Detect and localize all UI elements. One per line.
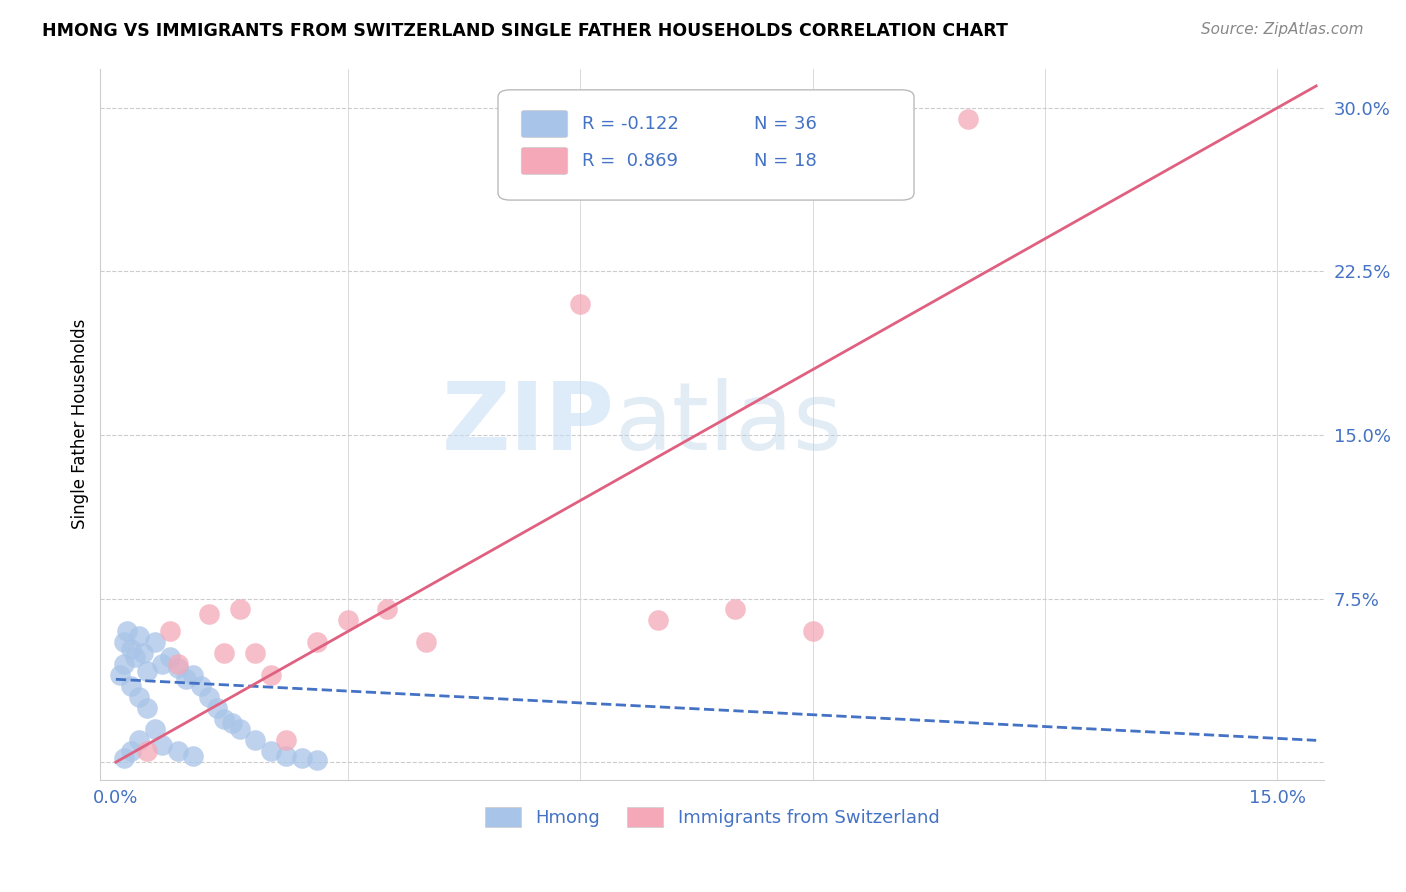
- Point: [181, 748, 204, 763]
- Point: [135, 700, 157, 714]
- Point: [212, 646, 235, 660]
- Text: ZIP: ZIP: [441, 378, 614, 470]
- Point: [166, 744, 188, 758]
- Point: [181, 668, 204, 682]
- Point: [143, 723, 166, 737]
- Point: [307, 753, 329, 767]
- Point: [159, 650, 181, 665]
- Point: [212, 712, 235, 726]
- Point: [245, 646, 267, 660]
- Point: [415, 635, 437, 649]
- Point: [112, 657, 135, 671]
- Point: [117, 624, 139, 639]
- Point: [260, 744, 283, 758]
- Text: HMONG VS IMMIGRANTS FROM SWITZERLAND SINGLE FATHER HOUSEHOLDS CORRELATION CHART: HMONG VS IMMIGRANTS FROM SWITZERLAND SIN…: [42, 22, 1008, 40]
- Point: [143, 635, 166, 649]
- Point: [245, 733, 267, 747]
- Point: [120, 679, 142, 693]
- Point: [307, 635, 329, 649]
- Point: [375, 602, 398, 616]
- Point: [120, 744, 142, 758]
- Point: [150, 657, 173, 671]
- Point: [132, 646, 155, 660]
- FancyBboxPatch shape: [522, 147, 568, 175]
- Y-axis label: Single Father Households: Single Father Households: [72, 318, 89, 529]
- Point: [569, 297, 592, 311]
- Point: [801, 624, 824, 639]
- Legend: Hmong, Immigrants from Switzerland: Hmong, Immigrants from Switzerland: [478, 799, 946, 835]
- Point: [135, 744, 157, 758]
- Point: [166, 657, 188, 671]
- Point: [956, 112, 979, 126]
- Text: R = -0.122: R = -0.122: [582, 115, 679, 133]
- Point: [128, 690, 150, 704]
- Text: N = 18: N = 18: [754, 152, 817, 170]
- Point: [229, 602, 252, 616]
- Text: atlas: atlas: [614, 378, 842, 470]
- Point: [120, 641, 142, 656]
- Point: [124, 650, 146, 665]
- Point: [229, 723, 252, 737]
- Point: [108, 668, 131, 682]
- Point: [197, 607, 219, 621]
- Point: [205, 700, 228, 714]
- FancyBboxPatch shape: [522, 111, 568, 137]
- Point: [276, 733, 298, 747]
- Point: [276, 748, 298, 763]
- Point: [221, 715, 243, 730]
- Point: [128, 629, 150, 643]
- Point: [128, 733, 150, 747]
- Text: Source: ZipAtlas.com: Source: ZipAtlas.com: [1201, 22, 1364, 37]
- Point: [337, 613, 360, 627]
- Point: [647, 613, 669, 627]
- Point: [112, 635, 135, 649]
- Point: [150, 738, 173, 752]
- Point: [190, 679, 212, 693]
- Point: [724, 602, 747, 616]
- Point: [166, 661, 188, 675]
- Text: R =  0.869: R = 0.869: [582, 152, 679, 170]
- Point: [260, 668, 283, 682]
- Point: [159, 624, 181, 639]
- FancyBboxPatch shape: [498, 90, 914, 200]
- Text: N = 36: N = 36: [754, 115, 817, 133]
- Point: [197, 690, 219, 704]
- Point: [291, 751, 314, 765]
- Point: [112, 751, 135, 765]
- Point: [174, 673, 197, 687]
- Point: [135, 664, 157, 678]
